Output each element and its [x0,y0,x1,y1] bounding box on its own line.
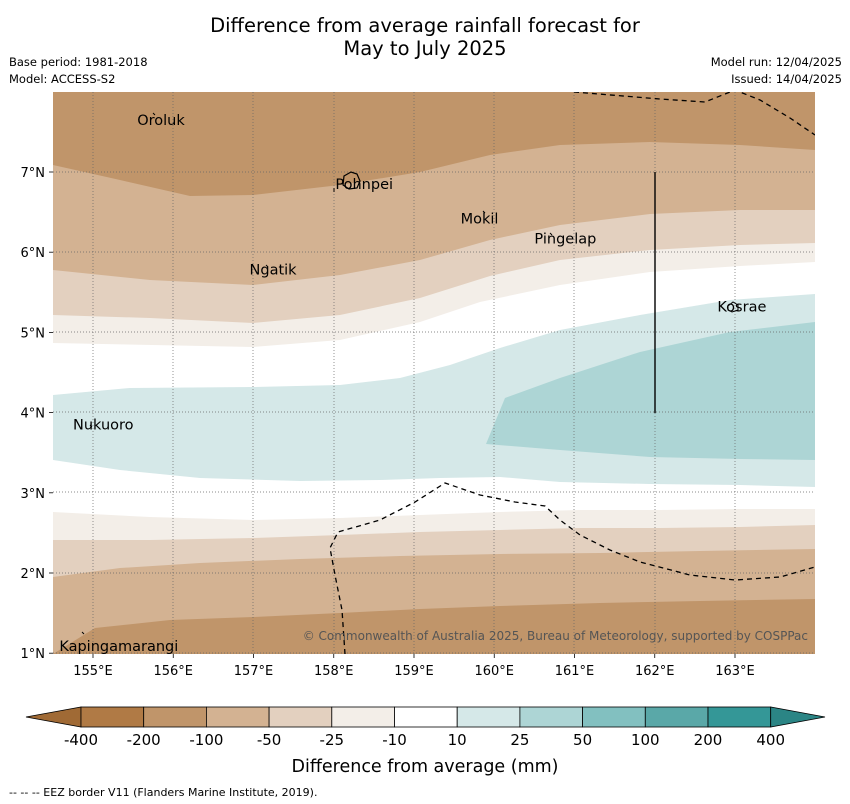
colorbar-label: -100 [189,731,223,749]
lon-tick-label: 158°E [314,664,354,679]
colorbar-segment [519,706,584,728]
kosrae-island-outline [727,301,739,313]
lon-tick-label: 161°E [555,664,595,679]
pohnpei-island-outline [342,171,361,190]
colorbar-title: Difference from average (mm) [291,757,558,777]
issued-date: Issued: 14/04/2025 [731,72,842,86]
lon-tick-label: 156°E [153,664,193,679]
colorbar-segment [268,706,333,728]
colorbar-under-arrow [25,706,82,728]
colorbar-label: 50 [573,731,592,749]
colorbar-segment [394,706,458,728]
colorbar-label: -400 [64,731,98,749]
longitude-axis: 155°E 156°E 157°E 158°E 159°E 160°E 161°E 162°E… [73,654,755,679]
eez-footnote: -- -- -- EEZ border V11 (Flanders Marine… [9,786,318,799]
colorbar-segment [456,706,521,728]
place-label-oroluk: Oroluk [137,113,185,129]
colorbar-segment [80,706,145,728]
place-labels: Oroluk Pohnpei Mokil Pingelap Ngatik Kosrae Nu… [59,113,766,655]
colorbar-segment [205,706,270,728]
colorbar: -400 -200 -100 -50 -25 -10 10 25 50 100 200 400 [25,706,826,749]
lon-tick-label: 159°E [394,664,434,679]
place-label-pingelap: Pingelap [534,231,596,247]
gridlines [53,92,815,654]
colorbar-label: -200 [127,731,161,749]
colorbar-label: 100 [631,731,660,749]
lat-tick-label: 2°N [21,567,46,582]
copyright-notice: © Commonwealth of Australia 2025, Bureau… [303,629,808,643]
latitude-axis: 7°N 6°N 5°N 4°N 3°N 2°N 1°N [21,166,53,662]
lat-tick-label: 4°N [21,407,46,422]
place-label-mokil: Mokil [461,211,499,227]
lat-tick-label: 5°N [21,326,46,341]
colorbar-over-arrow [770,706,826,728]
band-south-dry-100-to-200 [53,599,815,654]
chart-title: Difference from average rainfall forecas… [0,14,850,60]
lon-tick-label: 155°E [73,664,113,679]
colorbar-label: 25 [510,731,529,749]
colorbar-label: -10 [382,731,407,749]
place-label-kosrae: Kosrae [717,300,766,316]
place-label-nukuoro: Nukuoro [73,417,134,433]
place-label-ngatik: Ngatik [250,263,298,279]
lat-tick-label: 1°N [21,647,46,662]
lat-tick-label: 3°N [21,487,46,502]
colorbar-label: -50 [257,731,282,749]
metadata-right: Model run: 12/04/2025 Issued: 14/04/2025 [711,54,842,88]
place-label-pohnpei: Pohnpei [335,177,393,193]
colorbar-label: -25 [320,731,345,749]
lon-tick-label: 163°E [715,664,755,679]
band-dry-100-to-200 [53,92,815,196]
title-line-2: May to July 2025 [343,37,507,60]
lat-tick-label: 6°N [21,246,46,261]
lon-tick-label: 157°E [234,664,274,679]
model-name: Model: ACCESS-S2 [9,72,116,86]
band-wet-25-to-50 [486,322,815,460]
colorbar-segment [644,706,709,728]
colorbar-label: 400 [756,731,785,749]
metadata-left: Base period: 1981-2018 Model: ACCESS-S2 [9,54,148,88]
place-label-kapingamarangi: Kapingamarangi [59,639,178,655]
colorbar-label: 200 [694,731,723,749]
base-period: Base period: 1981-2018 [9,55,148,69]
atoll-markers [81,112,553,635]
lon-tick-label: 160°E [474,664,514,679]
lon-tick-label: 162°E [635,664,675,679]
rainfall-contours [53,92,815,654]
lat-tick-label: 7°N [21,166,46,181]
colorbar-label: 10 [448,731,467,749]
colorbar-segment [707,706,772,728]
eez-border [329,92,815,654]
model-run: Model run: 12/04/2025 [710,55,842,69]
colorbar-segment [331,706,395,728]
title-line-1: Difference from average rainfall forecas… [210,14,640,37]
colorbar-segment [143,706,207,728]
colorbar-segment [582,706,646,728]
